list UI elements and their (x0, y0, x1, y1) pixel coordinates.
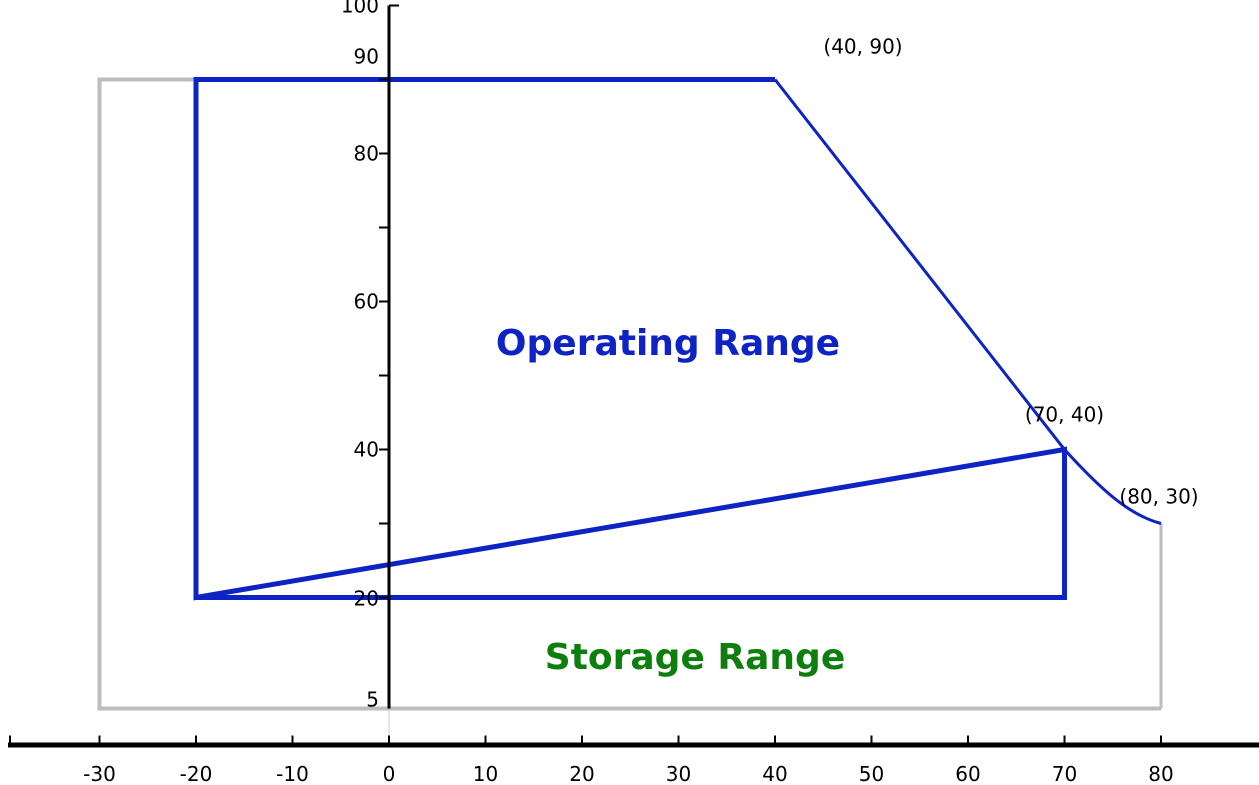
x-tick-label: 0 (383, 762, 396, 785)
x-tick-label: 40 (762, 762, 787, 785)
y-tick-label: 60 (354, 290, 379, 314)
x-tick-label: 50 (859, 762, 884, 785)
storage-range-outline (97, 77, 1163, 711)
x-tick-label: 80 (1148, 762, 1173, 785)
axes (8, 4, 1259, 748)
tick-labels: -30 -20 -10 0 10 20 30 40 50 60 70 80 5 20 40 60 80 90 100 (83, 0, 1174, 785)
point-annotation: (70, 40) (1025, 403, 1104, 427)
x-tick-label: 10 (473, 762, 498, 785)
operating-range-box (193, 77, 1067, 601)
storage-range-label: Storage Range (545, 637, 845, 678)
y-tick-label: 40 (354, 438, 379, 462)
storage-range-line (97, 77, 1161, 711)
point-annotations: (40, 90) (70, 40) (80, 30) (823, 35, 1198, 509)
y-tick-label: 5 (366, 688, 379, 712)
operating-range-label: Operating Range (496, 323, 840, 364)
y-tick-label: 20 (354, 587, 379, 611)
x-tick-label: -10 (276, 762, 309, 785)
x-tick-label: -30 (83, 762, 116, 785)
point-annotation: (80, 30) (1119, 485, 1198, 509)
x-tick-label: 60 (955, 762, 980, 785)
y-tick-label: 80 (354, 142, 379, 166)
operating-range-derating-curve (773, 78, 1162, 525)
x-tick-label: 30 (666, 762, 691, 785)
x-tick-label: 70 (1052, 762, 1077, 785)
x-tick-label: -20 (180, 762, 213, 785)
x-tick-label: 20 (569, 762, 594, 785)
operating-range-outline (193, 77, 1162, 601)
y-tick-label: 100 (341, 0, 379, 18)
y-tick-label: 90 (354, 45, 379, 69)
point-annotation: (40, 90) (823, 35, 902, 59)
